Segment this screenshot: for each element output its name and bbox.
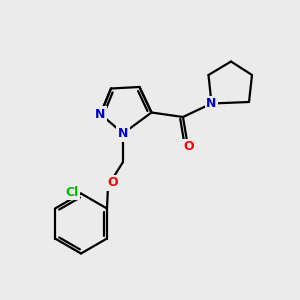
Text: O: O (184, 140, 194, 154)
Text: N: N (118, 127, 128, 140)
Text: O: O (107, 176, 118, 190)
Text: N: N (95, 107, 106, 121)
Text: N: N (206, 97, 217, 110)
Text: Cl: Cl (65, 185, 79, 199)
